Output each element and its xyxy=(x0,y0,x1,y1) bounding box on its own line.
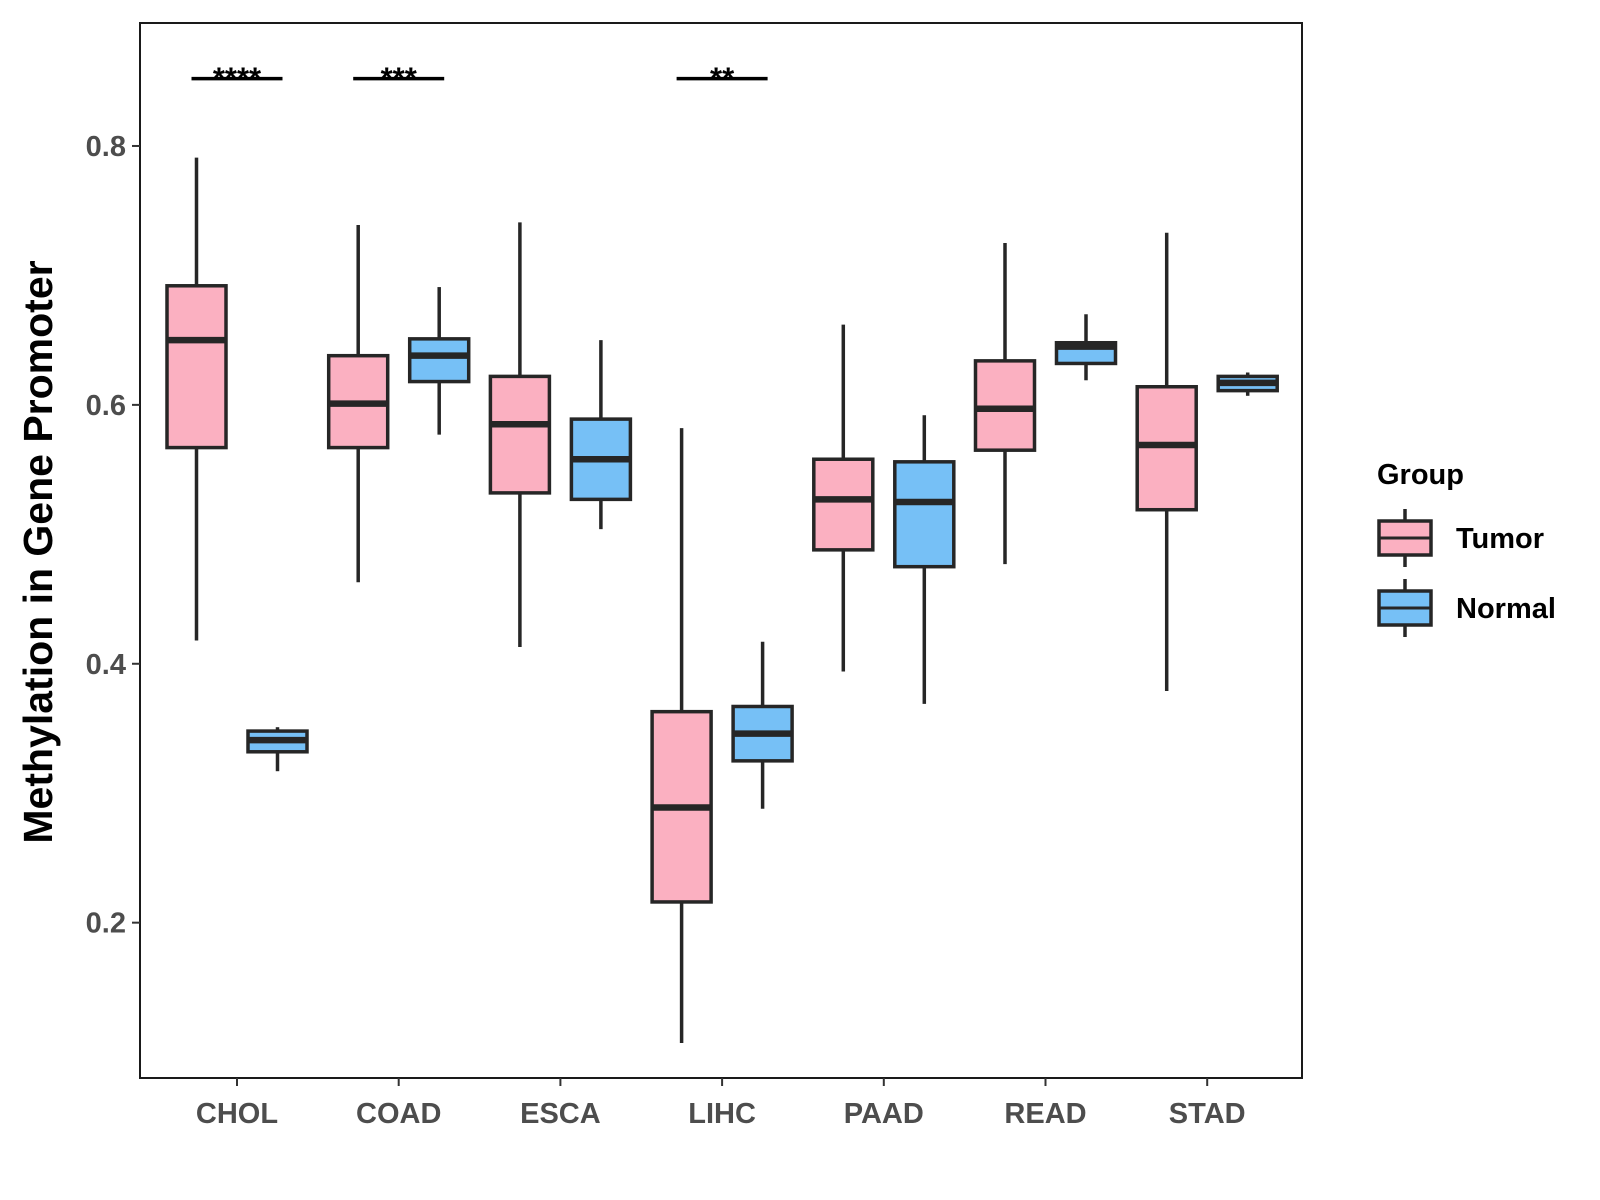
legend-item-normal: Normal xyxy=(1377,579,1556,637)
y-tick-label: 0.2 xyxy=(86,908,126,940)
y-tick-label: 0.8 xyxy=(86,131,126,163)
x-tick-label-coad: COAD xyxy=(356,1098,441,1130)
iqr-box xyxy=(893,460,956,569)
y-axis-title: Methylation in Gene Promoter xyxy=(15,260,61,843)
plot-layer: 0.2 0.4 0.6 0.8 CHOL COAD ESCA LIHC PAAD READ STAD… xyxy=(86,22,1303,1130)
y-tick-label: 0.6 xyxy=(86,390,126,422)
box-tumor-stad xyxy=(1135,232,1198,691)
significance-label: **** xyxy=(213,61,262,96)
box-normal-esca xyxy=(569,340,633,530)
box-tumor-paad xyxy=(812,324,875,672)
box-tumor-lihc xyxy=(650,428,713,1044)
x-tick-label-esca: ESCA xyxy=(520,1098,601,1130)
box-tumor-chol xyxy=(165,157,228,641)
box-normal-paad xyxy=(893,415,956,704)
significance-chol: **** xyxy=(191,61,283,96)
iqr-box xyxy=(812,457,875,552)
x-tick-label-chol: CHOL xyxy=(196,1098,278,1130)
iqr-box xyxy=(407,337,471,384)
x-tick-label-stad: STAD xyxy=(1169,1098,1246,1130)
x-tick-label-read: READ xyxy=(1004,1098,1086,1130)
legend-label-tumor: Tumor xyxy=(1456,523,1544,555)
iqr-box xyxy=(165,284,228,450)
box-normal-stad xyxy=(1216,372,1279,396)
box-tumor-esca xyxy=(488,222,552,647)
box-tumor-coad xyxy=(326,224,390,583)
legend-label-normal: Normal xyxy=(1456,593,1556,625)
legend-items: Tumor Normal xyxy=(1377,509,1556,637)
box-normal-chol xyxy=(246,727,309,772)
legend: Group Tumor Normal xyxy=(1377,459,1556,637)
y-tick-label: 0.4 xyxy=(86,649,126,681)
x-tick-label-lihc: LIHC xyxy=(688,1098,756,1130)
x-tick-label-paad: PAAD xyxy=(844,1098,924,1130)
box-tumor-read xyxy=(973,243,1037,565)
significance-label: ** xyxy=(710,61,735,96)
legend-item-tumor: Tumor xyxy=(1377,509,1544,567)
significance-label: *** xyxy=(381,61,418,96)
plot-panel-border xyxy=(139,22,1303,1079)
iqr-box xyxy=(488,374,552,495)
box-normal-lihc xyxy=(731,641,794,809)
significance-coad: *** xyxy=(353,61,445,96)
legend-title: Group xyxy=(1377,459,1464,491)
box-normal-coad xyxy=(407,287,471,435)
significance-lihc: ** xyxy=(676,61,768,96)
box-normal-read xyxy=(1054,314,1118,381)
